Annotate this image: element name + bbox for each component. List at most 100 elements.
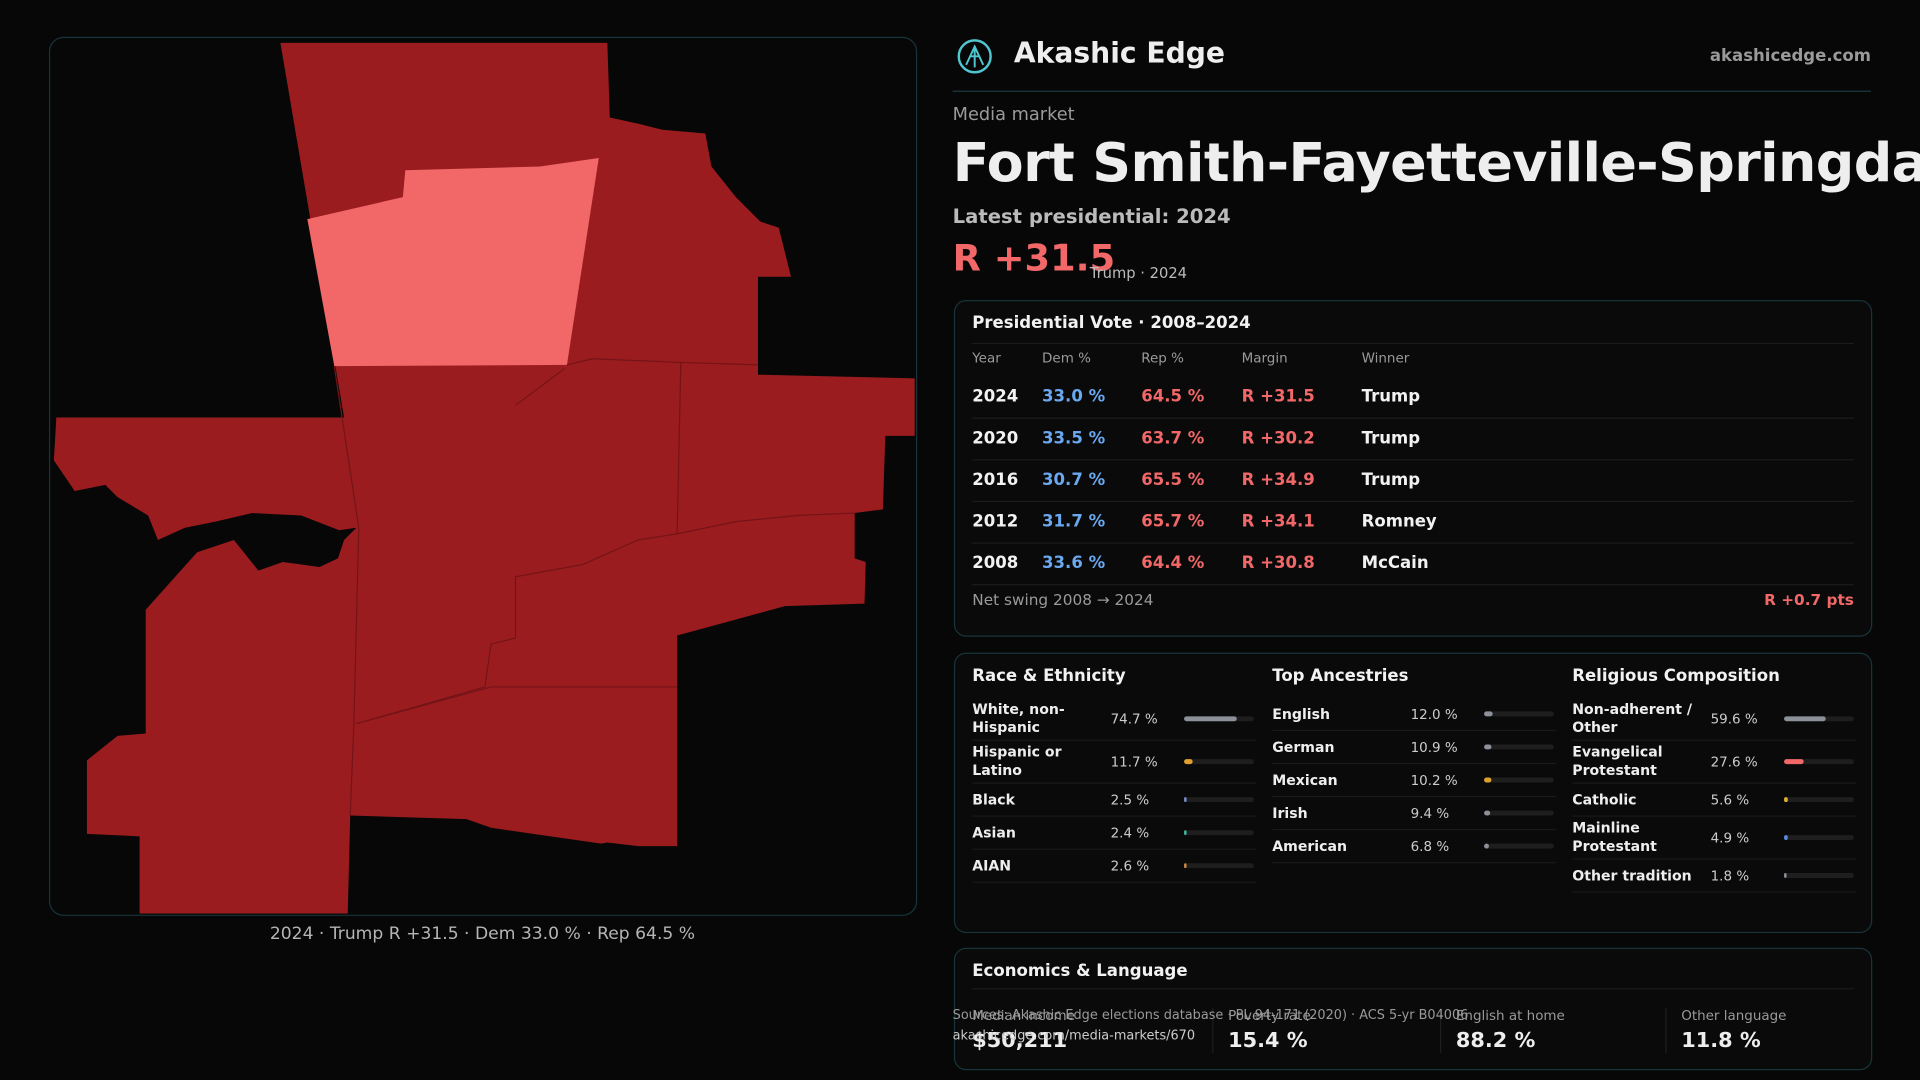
stat-name: Non-adherent / Other [1572, 700, 1693, 736]
metric: English at home 88.2 % [1440, 1007, 1664, 1054]
bar [1484, 777, 1492, 783]
logo [957, 39, 992, 74]
table-cell: 2024 [972, 386, 1019, 407]
table-cell: McCain [1361, 553, 1429, 574]
stat-name: Asian [972, 823, 1016, 841]
table-cell: 33.5 % [1042, 428, 1106, 449]
metric-label: Poverty rate [1228, 1007, 1311, 1024]
card-title: Economics & Language [972, 961, 1188, 981]
section-title: Top Ancestries [1272, 666, 1409, 686]
market-title: Fort Smith-Fayetteville-Springdale-Roger… [952, 132, 1920, 195]
bar [1784, 716, 1826, 722]
stat-value: 10.9 % [1410, 738, 1458, 755]
table-row: 2016 30.7 % 65.5 % R +34.9 Trump [972, 459, 1854, 503]
bar [1184, 716, 1237, 722]
table-cell: R +30.2 [1241, 428, 1315, 449]
stat-name: Mexican [1272, 770, 1338, 788]
table-row: 2012 31.7 % 65.7 % R +34.1 Romney [972, 501, 1854, 544]
table-cell: 64.5 % [1141, 386, 1205, 407]
bar [1184, 863, 1187, 869]
stat-value: 74.7 % [1110, 710, 1158, 727]
stat-name: American [1272, 836, 1348, 855]
bar [1784, 873, 1787, 878]
bar [1484, 711, 1493, 717]
bar [1184, 797, 1187, 803]
stat-value: 6.8 % [1410, 838, 1450, 855]
stat-value: 12.0 % [1410, 705, 1458, 722]
bar-track [1784, 797, 1854, 803]
table-row: 2008 33.6 % 64.4 % R +30.8 McCain [972, 542, 1854, 586]
metric: Poverty rate 15.4 % [1212, 1007, 1436, 1054]
stat-value: 2.4 % [1110, 824, 1150, 841]
stat-name: Hispanic or Latino [972, 743, 1062, 779]
metric-value: $50,211 [972, 1028, 1068, 1054]
sources-text: Sources: Akashic Edge elections database… [952, 1007, 1469, 1023]
table-cell: R +31.5 [1241, 386, 1315, 407]
economics-card: Economics & Language Median income $50,21… [953, 947, 1873, 1071]
bar [1784, 759, 1804, 765]
table-cell: 33.6 % [1042, 553, 1106, 574]
stat-name: AIAN [972, 856, 1012, 874]
map [53, 42, 915, 914]
table-cell: 65.7 % [1141, 511, 1205, 532]
column-header: Winner [1361, 350, 1410, 367]
bar-track [1184, 797, 1254, 803]
demographics-card: Race & Ethnicity White, non-Hispanic 74.7 … [953, 652, 1873, 934]
map-caption: 2024 · Trump R +31.5 · Dem 33.0 % · Rep … [269, 924, 696, 945]
stat-value: 2.6 % [1110, 857, 1150, 874]
table-cell: 2020 [972, 428, 1019, 449]
section-title: Race & Ethnicity [972, 666, 1126, 686]
county-region [53, 42, 915, 914]
column-header: Margin [1241, 350, 1288, 367]
bar-track [1784, 835, 1854, 841]
section-list: Non-adherent / Other 59.6 % Evangelical Pr… [1572, 698, 1857, 893]
stat-name: Other tradition [1572, 866, 1692, 884]
table-cell: Trump [1361, 470, 1421, 490]
sources: Sources: Akashic Edge elections database… [953, 1005, 1469, 1047]
bar [1184, 830, 1187, 836]
table-cell: R +30.8 [1241, 553, 1315, 574]
metric-value: 15.4 % [1228, 1028, 1308, 1054]
stat-row: Catholic 5.6 % [1572, 784, 1857, 817]
bar [1484, 810, 1491, 816]
stat-row: Irish 9.4 % [1272, 797, 1557, 831]
metric-value: 11.8 % [1681, 1028, 1761, 1054]
bar [1184, 759, 1193, 765]
bar-track [1484, 777, 1554, 783]
table-header: Year Dem % Rep % Margin Winner [972, 350, 1854, 367]
vote-card: Presidential Vote · 2008–2024 Net swing … [953, 300, 1873, 637]
bar-track [1184, 716, 1254, 722]
stat-value: 59.6 % [1710, 710, 1758, 727]
divider [972, 988, 1854, 990]
table-cell: 33.0 % [1042, 386, 1106, 407]
stat-row: Black 2.5 % [972, 784, 1257, 817]
bar-track [1484, 711, 1554, 717]
stat-row: German 10.9 % [1272, 731, 1557, 765]
bar-track [1784, 873, 1854, 878]
divider [952, 90, 1872, 92]
stat-row: Asian 2.4 % [972, 817, 1257, 850]
margin: R +31.5 [952, 237, 1116, 281]
map-panel [48, 36, 918, 916]
bar-track [1484, 810, 1554, 816]
stat-name: Catholic [1572, 790, 1637, 808]
bar-track [1184, 759, 1254, 765]
stat-row: AIAN 2.6 % [972, 850, 1257, 883]
stat-row: Non-adherent / Other 59.6 % [1572, 698, 1857, 741]
stat-value: 9.4 % [1410, 805, 1450, 822]
table-cell: Romney [1361, 511, 1437, 532]
table-cell: 2016 [972, 470, 1019, 490]
stat-value: 11.7 % [1110, 753, 1158, 770]
county-highlight [307, 157, 599, 367]
market-label: Media market [952, 105, 1075, 125]
metric-label: Median income [972, 1007, 1075, 1024]
stat-name: White, non-Hispanic [972, 700, 1065, 736]
stat-row: Mainline Protestant 4.9 % [1572, 817, 1857, 860]
stat-value: 10.2 % [1410, 772, 1458, 788]
table-cell: Trump [1361, 386, 1421, 407]
stat-name: German [1272, 737, 1335, 755]
metric: Other language 11.8 % [1665, 1007, 1889, 1054]
bar-track [1484, 744, 1554, 750]
table-cell: Trump [1361, 428, 1421, 449]
